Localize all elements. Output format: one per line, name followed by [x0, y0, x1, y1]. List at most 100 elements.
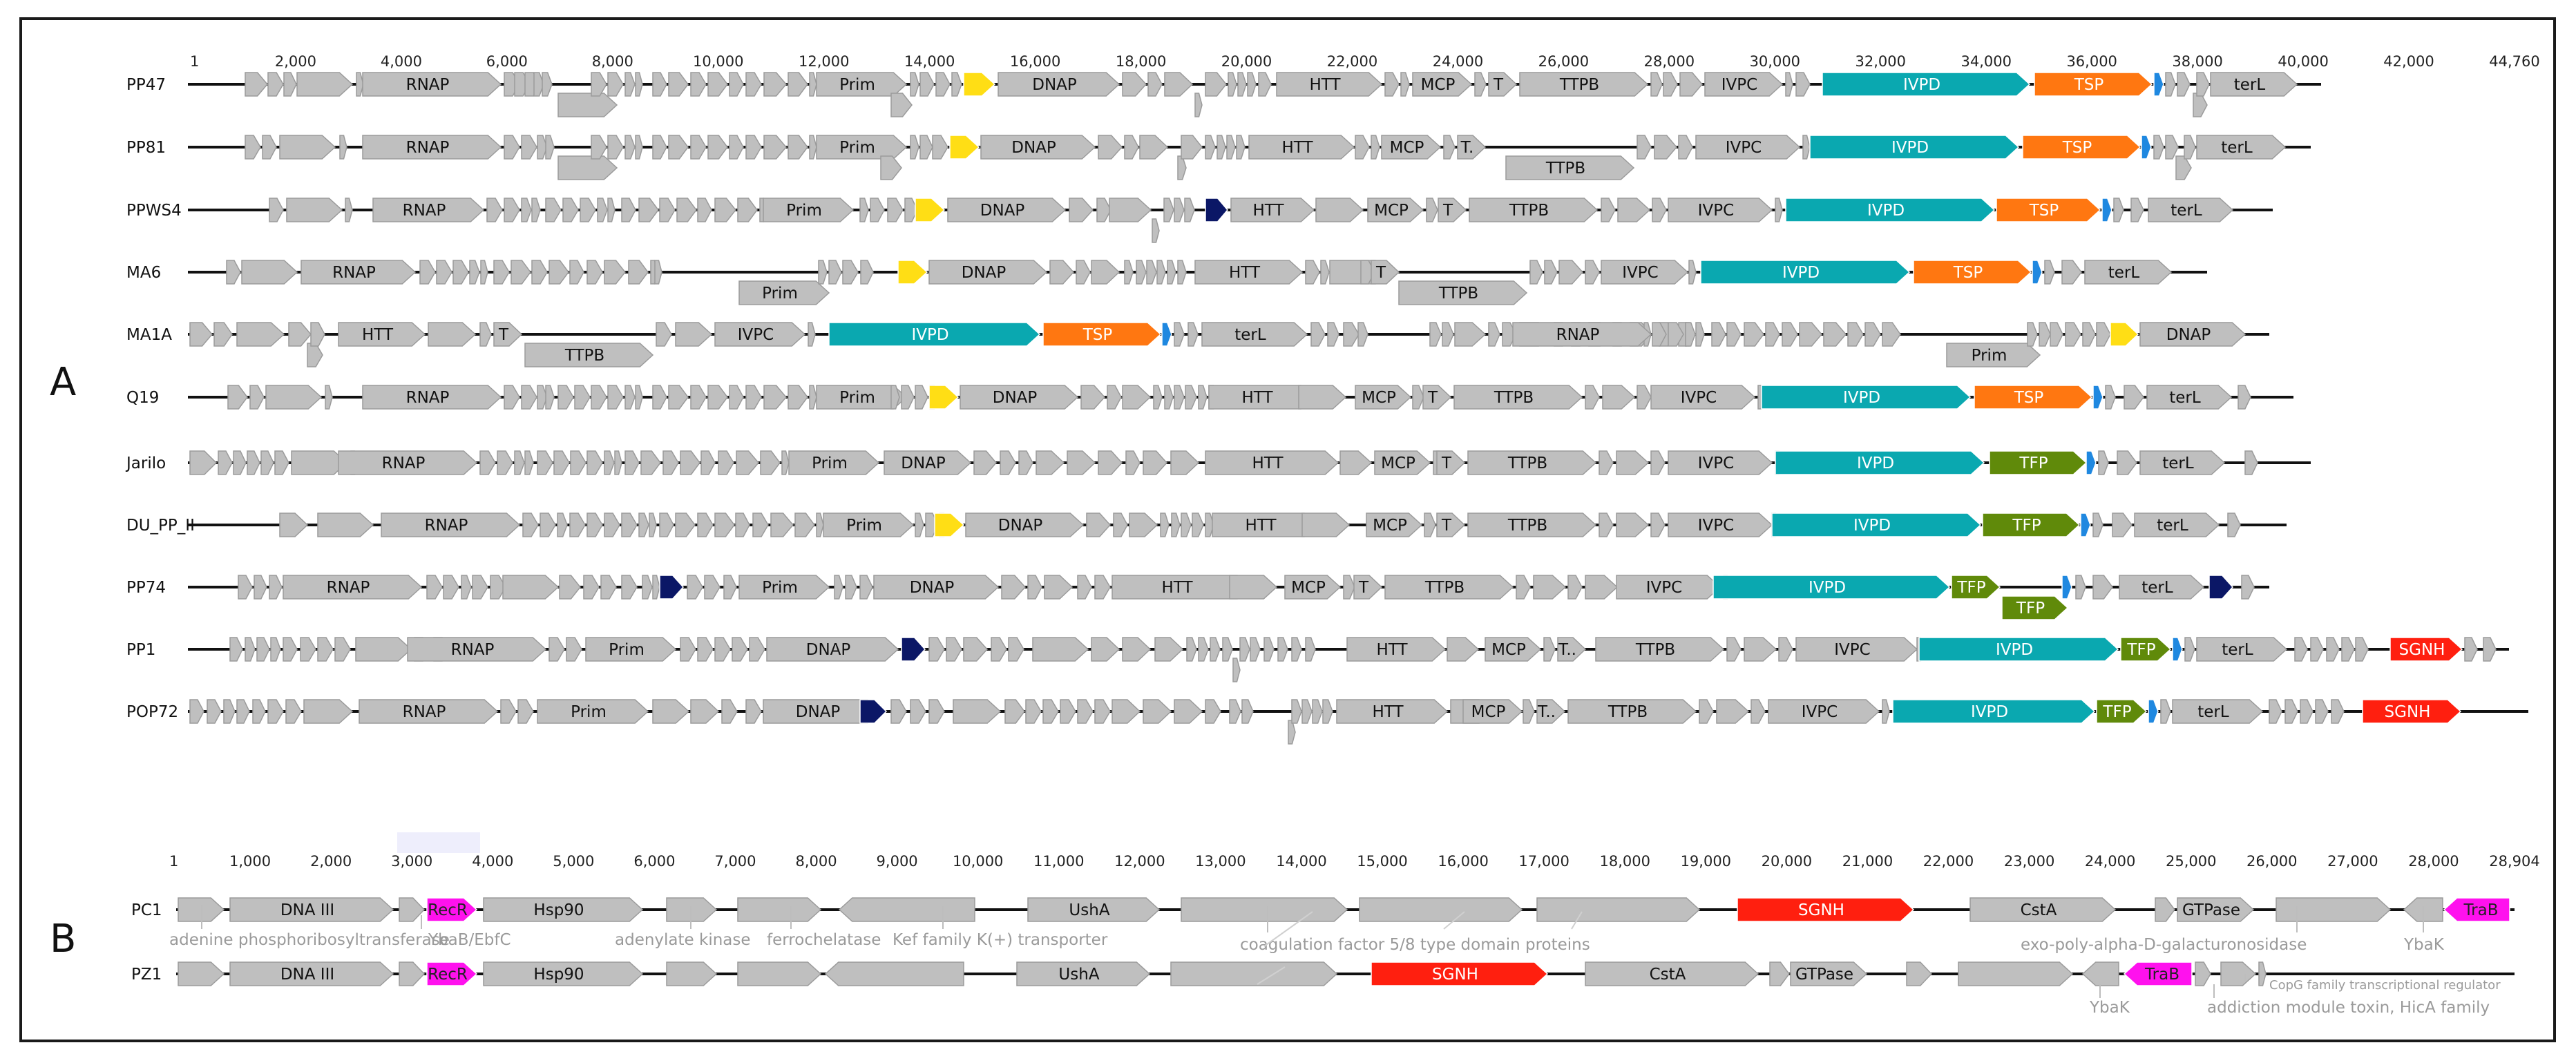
gene-arrow — [1174, 322, 1185, 347]
gene-label: RNAP — [406, 76, 450, 94]
gene-label: RNAP — [406, 139, 450, 157]
gene-arrow — [621, 513, 638, 537]
gene-arrow — [569, 513, 586, 537]
gene-label: IVPC — [1726, 139, 1762, 157]
gene-arrow — [1164, 385, 1174, 410]
tick-label: 44,760 — [2489, 53, 2539, 70]
gene-arrow-shape — [859, 198, 869, 222]
gene-arrow-shape — [652, 72, 667, 97]
gene-arrow — [1174, 385, 1185, 410]
gene-label: TraB — [2463, 901, 2499, 919]
gene-arrow — [1226, 135, 1236, 160]
gene-arrow-shape — [656, 322, 672, 347]
gene-arrow-shape — [1277, 637, 1288, 662]
gene-label: terL — [2162, 454, 2194, 472]
gene-label: TFP — [2102, 703, 2131, 721]
gene-arrow — [213, 322, 233, 347]
tick-label: 9,000 — [877, 853, 918, 870]
gene-arrow-shape — [910, 699, 926, 724]
gene-arrow — [545, 385, 555, 410]
gene-arrow-shape — [1154, 637, 1184, 662]
gene-arrow-shape — [310, 322, 325, 347]
gene-rnap: RNAP — [362, 385, 502, 410]
gene-arrow-shape — [504, 135, 520, 160]
gene-arrow — [668, 135, 689, 160]
gene-arrow — [1298, 385, 1347, 410]
gene-arrow — [1139, 135, 1169, 160]
gene-arrow — [887, 198, 904, 222]
gene-arrow — [818, 260, 828, 285]
gene-arrow-shape — [714, 198, 736, 222]
gene-label: HTT — [1229, 264, 1261, 282]
gene-label: DNAP — [1032, 76, 1077, 94]
gene-arrow — [522, 513, 539, 537]
gene-arrow-shape — [624, 72, 636, 97]
gene-arrow — [1036, 450, 1065, 475]
gene-arrow-shape — [2238, 385, 2251, 410]
gene-arrow-shape — [1229, 699, 1241, 724]
gene-arrow — [1678, 135, 1693, 160]
gene-arrow-shape — [493, 322, 523, 347]
gene-arrow-shape — [2196, 637, 2288, 662]
gene-label: MCP — [1491, 641, 1526, 659]
gene-arrow — [680, 637, 696, 662]
gene-label: terL — [2157, 517, 2188, 535]
gene-ttpb: TTPB — [1467, 513, 1597, 537]
gene-arrow — [2160, 699, 2171, 724]
gene-arrow-shape — [1230, 198, 1315, 222]
gene-arrow-shape — [873, 575, 1000, 600]
gene-arrow-shape — [2065, 322, 2081, 347]
gene-arrow — [1585, 385, 1600, 410]
gene-arrow — [533, 72, 544, 97]
gene-arrow — [652, 135, 667, 160]
gene-arrow-shape — [1185, 385, 1197, 410]
gene-label: DNAP — [993, 389, 1038, 407]
gene-arrow-shape — [919, 135, 933, 160]
gene-arrow-shape — [2084, 260, 2173, 285]
gene-arrow-shape — [213, 322, 233, 347]
gene-arrow — [1802, 135, 1811, 160]
gene-arrow-shape — [1301, 513, 1351, 537]
gene-arrow — [2300, 699, 2313, 724]
gene-arrow-shape — [1192, 513, 1204, 537]
gene-arrow-shape — [1882, 699, 1890, 724]
gene-arrow-shape — [781, 450, 790, 475]
gene-arrow — [763, 72, 787, 97]
gene-arrow — [1229, 575, 1278, 600]
gene-arrow — [604, 513, 620, 537]
gene-arrow — [189, 450, 218, 475]
gene-arrow-shape — [2227, 513, 2241, 537]
gene-arrow — [233, 450, 247, 475]
gene-arrow-shape — [1094, 699, 1111, 724]
gene-arrow-shape — [607, 198, 616, 222]
gene-arrow-shape — [729, 385, 744, 410]
gene-arrow-shape — [1906, 961, 1933, 986]
gene-arrow-shape — [998, 72, 1120, 97]
gene-arrow — [1222, 637, 1233, 662]
gene-arrow — [2326, 637, 2340, 662]
genome-track: DU_PP_II RNAP Prim DNAP HTT MCP T TTPB IVPC IVPD T… — [126, 513, 2287, 537]
gene-arrow-shape — [1276, 72, 1383, 97]
gene-arrow-shape — [1771, 513, 1982, 537]
gene-arrow-shape — [1025, 699, 1042, 724]
gene-arrow — [638, 513, 649, 537]
track-label: PP74 — [126, 579, 166, 597]
gene-arrow — [635, 385, 643, 410]
gene-arrow — [897, 260, 928, 285]
gene-arrow-shape — [1599, 450, 1614, 475]
gene-arrow-shape — [283, 637, 298, 662]
gene-arrow-shape — [325, 385, 333, 410]
gene-arrow-shape — [760, 450, 781, 475]
track-label: Jarilo — [125, 454, 166, 472]
gene-arrow — [1181, 513, 1192, 537]
gene-arrow — [624, 385, 636, 410]
gene-arrow-shape — [521, 135, 537, 160]
gene-label: TraB — [2144, 966, 2179, 984]
track-label: PZ1 — [131, 966, 162, 984]
gene-label: TTPB — [1545, 160, 1585, 178]
gene-label: RNAP — [382, 454, 426, 472]
tick-label: 10,000 — [693, 53, 743, 70]
gene-arrow-shape — [714, 513, 735, 537]
gene-arrow-shape — [816, 135, 908, 160]
gene-arrow — [1602, 385, 1636, 410]
